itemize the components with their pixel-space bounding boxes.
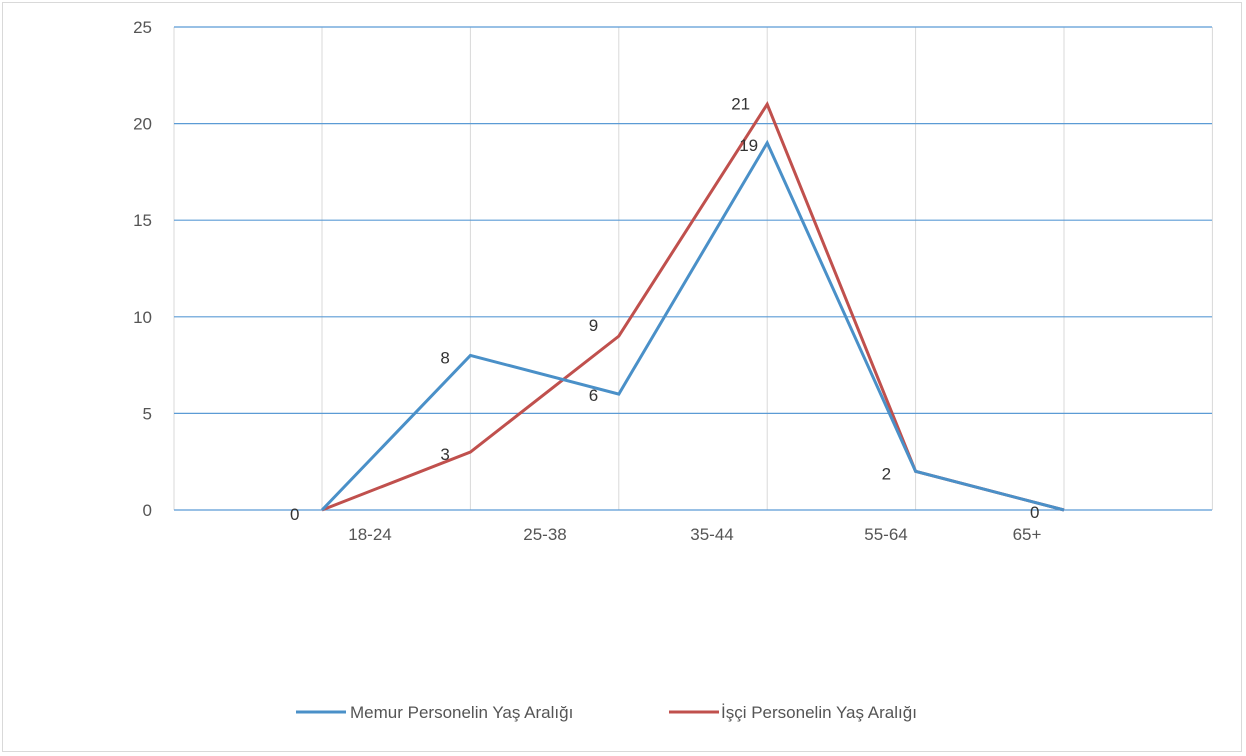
x-tick-label: 18-24 bbox=[348, 525, 391, 544]
legend-label-isci: İşçi Personelin Yaş Aralığı bbox=[721, 703, 917, 722]
series-line-0 bbox=[320, 139, 1065, 512]
y-tick-label: 0 bbox=[143, 501, 152, 520]
data-label: 21 bbox=[731, 94, 750, 113]
data-label: 0 bbox=[290, 505, 299, 524]
y-tick-label: 25 bbox=[133, 18, 152, 37]
y-tick-label: 5 bbox=[143, 404, 152, 423]
data-label: 19 bbox=[739, 136, 758, 155]
data-labels: 0 8 6 19 2 0 3 9 21 bbox=[290, 94, 1039, 524]
y-tick-label: 10 bbox=[133, 308, 152, 327]
data-label: 0 bbox=[1030, 503, 1039, 522]
data-label: 2 bbox=[882, 464, 891, 483]
series-lines bbox=[320, 101, 1065, 512]
data-label: 9 bbox=[589, 316, 598, 335]
data-label: 6 bbox=[589, 386, 598, 405]
x-tick-label: 55-64 bbox=[864, 525, 907, 544]
y-axis-ticks: 0 5 10 15 20 25 bbox=[133, 18, 152, 520]
data-label: 3 bbox=[440, 445, 449, 464]
x-axis-ticks: 18-24 25-38 35-44 55-64 65+ bbox=[348, 525, 1041, 544]
y-tick-label: 20 bbox=[133, 115, 152, 134]
x-tick-label: 25-38 bbox=[523, 525, 566, 544]
y-tick-label: 15 bbox=[133, 211, 152, 230]
data-label: 8 bbox=[440, 348, 449, 367]
horizontal-gridlines bbox=[174, 26, 1212, 511]
x-tick-label: 35-44 bbox=[690, 525, 733, 544]
legend: Memur Personelin Yaş Aralığı İşçi Person… bbox=[296, 703, 917, 722]
x-tick-label: 65+ bbox=[1013, 525, 1042, 544]
legend-label-memur: Memur Personelin Yaş Aralığı bbox=[350, 703, 573, 722]
series-line-1 bbox=[321, 101, 1065, 512]
